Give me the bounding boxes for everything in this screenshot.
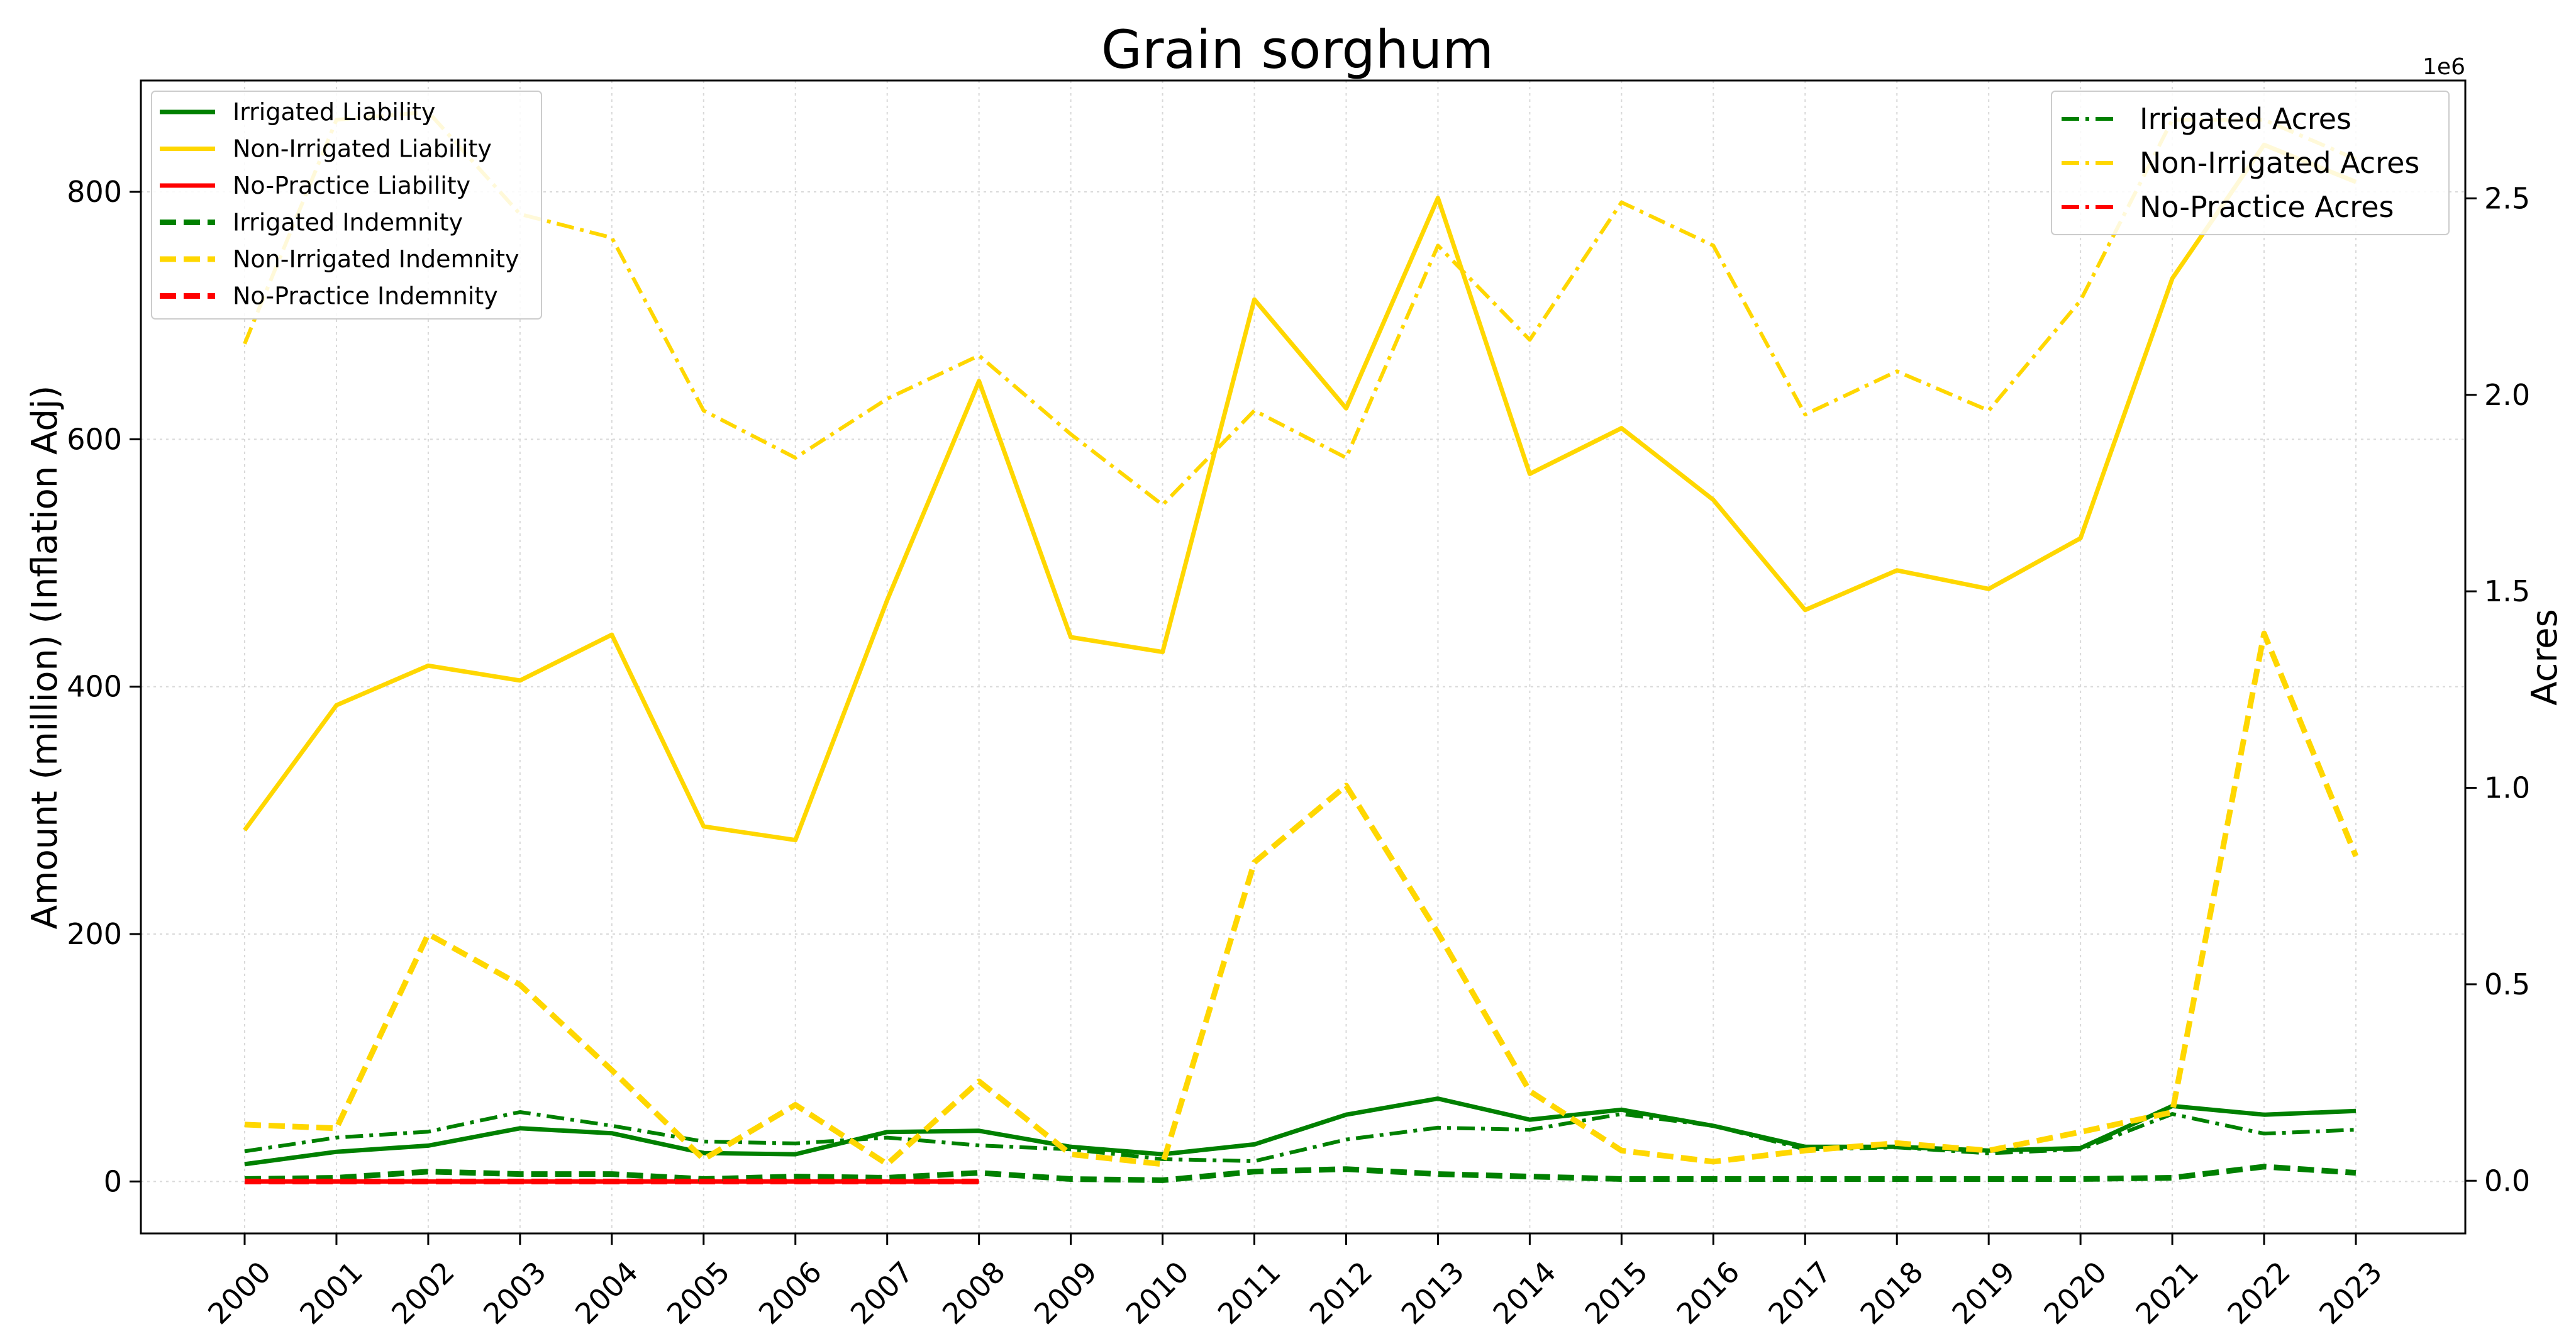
- y-axis-title: Amount (million) (Inflation Adj): [25, 386, 65, 930]
- legend-right-frame: [2051, 91, 2450, 235]
- y2-tick-label: 0.0: [2484, 1164, 2530, 1198]
- legend-label: No-Practice Indemnity: [233, 282, 498, 310]
- series-line-irrigated-indemnity: [244, 1164, 2357, 1183]
- y2-tick-label: 0.5: [2484, 967, 2530, 1001]
- y-tick-label: 200: [67, 917, 122, 951]
- legend-left: Irrigated Liability Non-Irrigated Liabili…: [151, 91, 542, 320]
- chart-title: Grain sorghum: [1101, 19, 1494, 81]
- legend-label: No-Practice Acres: [2140, 190, 2394, 224]
- series-line-non-irrigated-liability: [243, 142, 2357, 843]
- y-tick-label: 400: [67, 670, 122, 704]
- y2-tick-label: 2.5: [2484, 181, 2530, 215]
- legend-label: Non-Irrigated Indemnity: [233, 245, 519, 273]
- plot-lines: [243, 110, 2359, 1184]
- legend-label: Irrigated Liability: [233, 98, 435, 126]
- y2-axis-title: Acres: [2524, 609, 2565, 706]
- series-line-non-irrigated-acres: [243, 110, 2357, 507]
- legend-right: Irrigated Acres Non-Irrigated Acres No-Pra…: [2051, 91, 2450, 235]
- y-tick-label: 800: [67, 175, 122, 209]
- legend-label: Irrigated Indemnity: [233, 209, 463, 236]
- y2-tick-label: 1.5: [2484, 574, 2530, 608]
- y-tick-label: 0: [104, 1164, 122, 1198]
- legend-label: No-Practice Liability: [233, 172, 470, 199]
- y-tick-label: 600: [67, 422, 122, 456]
- right-axis-offset-label: 1e6: [2423, 54, 2465, 80]
- y2-tick-label: 2.0: [2484, 378, 2530, 412]
- plot-frame: [140, 79, 2467, 1235]
- series-line-non-irrigated-indemnity: [244, 630, 2359, 1167]
- series-line-irrigated-acres: [244, 1110, 2357, 1163]
- legend-label: Non-Irrigated Acres: [2140, 146, 2419, 180]
- legend-label: Irrigated Acres: [2140, 102, 2351, 136]
- y2-tick-label: 1.0: [2484, 771, 2530, 805]
- legend-left-frame: [151, 91, 542, 320]
- legend-label: Non-Irrigated Liability: [233, 135, 492, 163]
